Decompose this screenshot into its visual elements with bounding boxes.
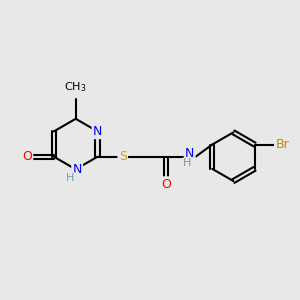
Text: N: N xyxy=(93,125,102,138)
Text: Br: Br xyxy=(275,138,289,151)
Text: O: O xyxy=(22,150,32,163)
Text: H: H xyxy=(66,172,74,183)
Text: O: O xyxy=(161,178,171,190)
Text: N: N xyxy=(185,147,194,160)
Text: N: N xyxy=(73,163,82,176)
Text: CH$_3$: CH$_3$ xyxy=(64,80,87,94)
Text: H: H xyxy=(183,158,191,168)
Text: S: S xyxy=(119,150,127,163)
